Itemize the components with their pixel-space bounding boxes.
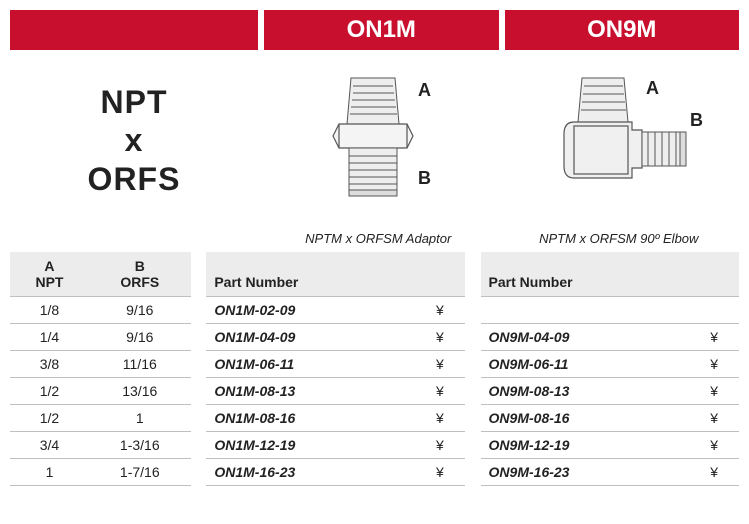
cell-yen2: ¥ xyxy=(689,432,739,459)
category-label-line1: NPT xyxy=(101,83,168,121)
cell-yen1: ¥ xyxy=(415,405,465,432)
cell-b: 1-3/16 xyxy=(89,432,191,459)
col-head-b-line1: B xyxy=(135,258,145,274)
col-head-a: A NPT xyxy=(10,252,89,297)
port-b-label: B xyxy=(690,110,703,130)
diagram-on9m: A B xyxy=(499,58,740,223)
table-row: 1/89/16 ON1M-02-09¥ xyxy=(10,297,739,324)
cell-pn1: ON1M-16-23 xyxy=(206,459,415,486)
cell-pn1: ON1M-08-13 xyxy=(206,378,415,405)
col-head-b: B ORFS xyxy=(89,252,191,297)
cell-a: 3/4 xyxy=(10,432,89,459)
col-head-a-line1: A xyxy=(44,258,54,274)
table-body: 1/89/16ON1M-02-09¥1/49/16ON1M-04-09¥ON9M… xyxy=(10,297,739,486)
cell-yen2: ¥ xyxy=(689,324,739,351)
cell-b: 9/16 xyxy=(89,297,191,324)
elbow-icon: A B xyxy=(534,66,704,216)
cell-yen1: ¥ xyxy=(415,297,465,324)
table-head-row: A NPT B ORFS Part Number Part Number xyxy=(10,252,739,297)
table-row: 1/21ON1M-08-16¥ON9M-08-16¥ xyxy=(10,405,739,432)
cell-yen1: ¥ xyxy=(415,459,465,486)
col-head-pn1: Part Number xyxy=(206,252,415,297)
cell-b: 11/16 xyxy=(89,351,191,378)
col-head-pn2: Part Number xyxy=(481,252,690,297)
cell-a: 3/8 xyxy=(10,351,89,378)
spec-table: A NPT B ORFS Part Number Part Number 1/8… xyxy=(10,252,739,486)
header-spacer xyxy=(10,10,258,50)
cell-yen1: ¥ xyxy=(415,378,465,405)
port-a-label: A xyxy=(418,80,431,100)
col-head-yen2 xyxy=(689,252,739,297)
cell-b: 13/16 xyxy=(89,378,191,405)
cell-yen1: ¥ xyxy=(415,351,465,378)
cell-pn1: ON1M-06-11 xyxy=(206,351,415,378)
cell-pn2: ON9M-06-11 xyxy=(481,351,690,378)
cell-a: 1/2 xyxy=(10,378,89,405)
cell-pn2: ON9M-08-16 xyxy=(481,405,690,432)
port-b-label: B xyxy=(418,168,431,188)
cell-yen2: ¥ xyxy=(689,378,739,405)
col-head-b-line2: ORFS xyxy=(120,274,159,290)
cell-yen2 xyxy=(689,297,739,324)
mid-row: NPT x ORFS xyxy=(10,58,739,223)
table-row: 3/41-3/16ON1M-12-19¥ON9M-12-19¥ xyxy=(10,432,739,459)
category-label-line2: x xyxy=(125,121,144,159)
cell-yen1: ¥ xyxy=(415,432,465,459)
header-title-on9m: ON9M xyxy=(505,10,740,50)
cell-a: 1/8 xyxy=(10,297,89,324)
col-head-a-line2: NPT xyxy=(35,274,63,290)
cell-yen1: ¥ xyxy=(415,324,465,351)
cell-a: 1 xyxy=(10,459,89,486)
cell-yen2: ¥ xyxy=(689,351,739,378)
adaptor-icon: A B xyxy=(303,66,453,216)
table-row: 3/811/16ON1M-06-11¥ON9M-06-11¥ xyxy=(10,351,739,378)
caption-row: NPTM x ORFSM Adaptor NPTM x ORFSM 90º El… xyxy=(10,227,739,252)
category-label-line3: ORFS xyxy=(88,160,181,198)
header-title-on1m: ON1M xyxy=(264,10,499,50)
caption-spacer xyxy=(10,227,258,252)
cell-b: 1 xyxy=(89,405,191,432)
diagram-on1m: A B xyxy=(258,58,499,223)
cell-pn1: ON1M-12-19 xyxy=(206,432,415,459)
cell-pn1: ON1M-08-16 xyxy=(206,405,415,432)
cell-a: 1/4 xyxy=(10,324,89,351)
cell-pn2: ON9M-04-09 xyxy=(481,324,690,351)
cell-pn1: ON1M-02-09 xyxy=(206,297,415,324)
cell-a: 1/2 xyxy=(10,405,89,432)
cell-pn2: ON9M-16-23 xyxy=(481,459,690,486)
col-head-yen1 xyxy=(415,252,465,297)
cell-b: 1-7/16 xyxy=(89,459,191,486)
caption-on9m: NPTM x ORFSM 90º Elbow xyxy=(499,227,740,252)
cell-pn2: ON9M-08-13 xyxy=(481,378,690,405)
caption-on1m: NPTM x ORFSM Adaptor xyxy=(258,227,499,252)
cell-yen2: ¥ xyxy=(689,405,739,432)
cell-pn2: ON9M-12-19 xyxy=(481,432,690,459)
header-row: ON1M ON9M xyxy=(10,10,739,50)
table-row: 1/213/16ON1M-08-13¥ON9M-08-13¥ xyxy=(10,378,739,405)
table-row: 11-7/16ON1M-16-23¥ON9M-16-23¥ xyxy=(10,459,739,486)
table-row: 1/49/16ON1M-04-09¥ON9M-04-09¥ xyxy=(10,324,739,351)
port-a-label: A xyxy=(646,78,659,98)
cell-yen2: ¥ xyxy=(689,459,739,486)
cell-pn2 xyxy=(481,297,690,324)
category-label: NPT x ORFS xyxy=(10,58,258,223)
cell-pn1: ON1M-04-09 xyxy=(206,324,415,351)
cell-b: 9/16 xyxy=(89,324,191,351)
